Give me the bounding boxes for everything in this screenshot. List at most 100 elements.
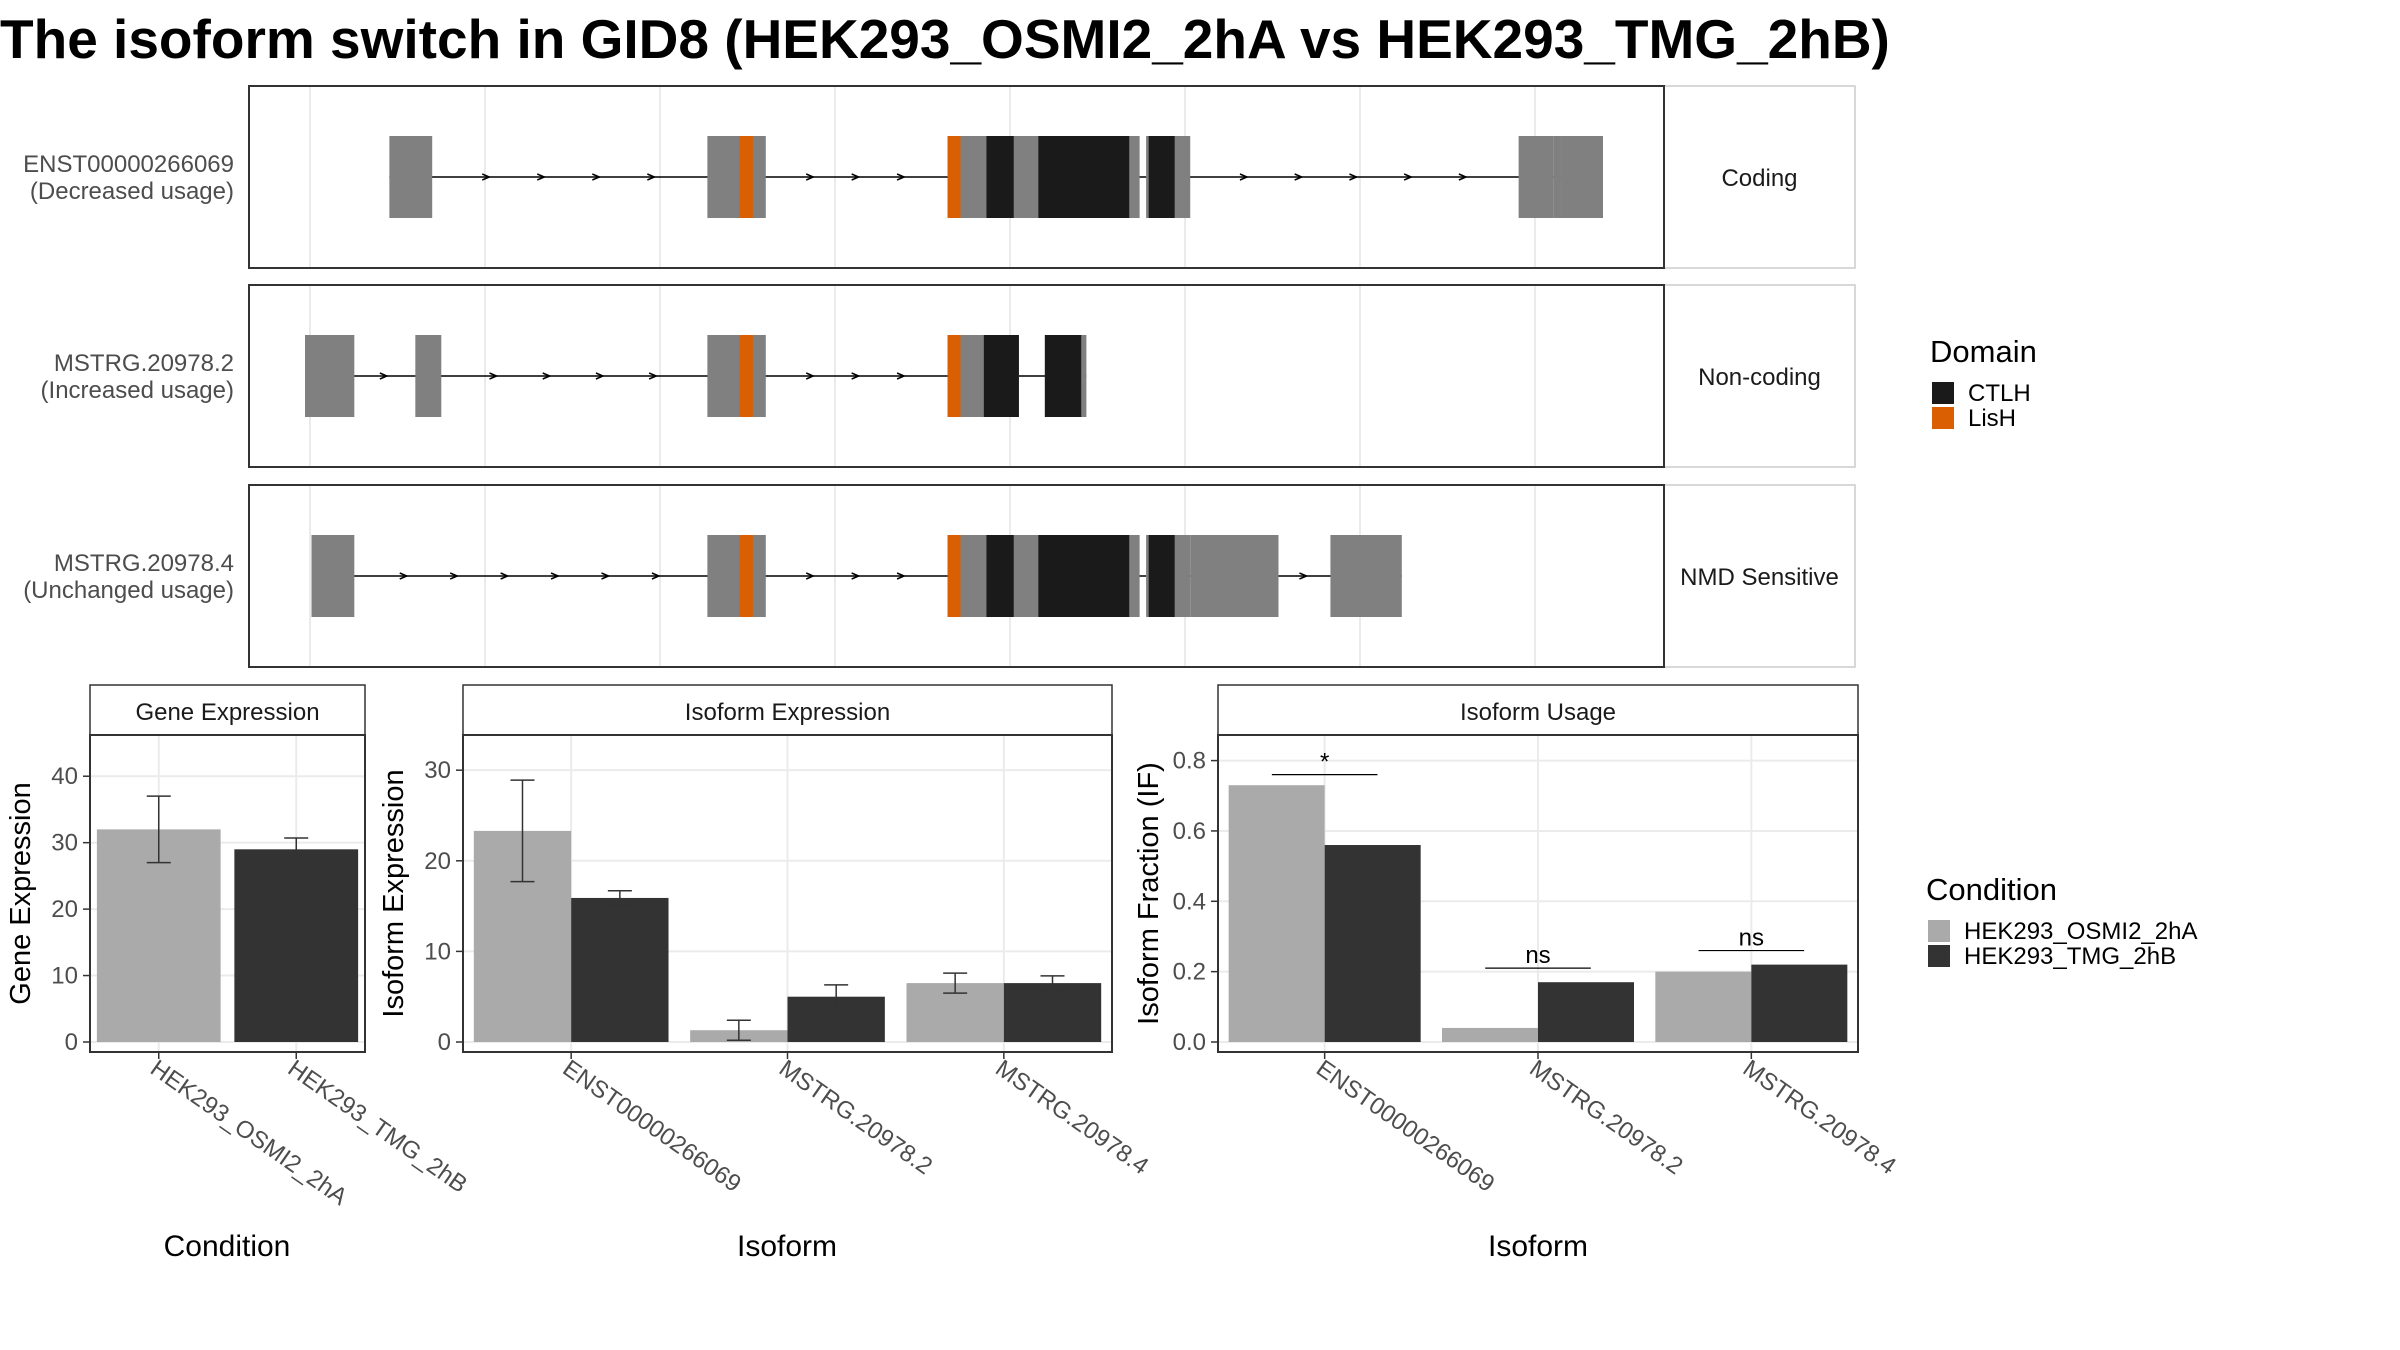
intron-arrow xyxy=(489,372,499,380)
legend-swatch xyxy=(1932,407,1954,429)
y-tick-label: 30 xyxy=(51,830,78,857)
bar-panel-border xyxy=(1217,734,1859,1053)
y-tick-label: 0.8 xyxy=(1173,748,1206,775)
transcript-usage-label: (Decreased usage) xyxy=(30,178,234,205)
legend-label: HEK293_OSMI2_2hA xyxy=(1964,918,2197,945)
exon xyxy=(305,335,355,417)
y-tick-label: 40 xyxy=(51,763,78,790)
bar-panel-strip-label: Gene Expression xyxy=(135,699,319,726)
domain-lish xyxy=(947,335,961,417)
legend-label: CTLH xyxy=(1968,380,2031,407)
intron-arrow xyxy=(542,372,552,380)
bar xyxy=(96,829,221,1042)
x-axis-title: Isoform xyxy=(1488,1230,1588,1263)
intron-arrow xyxy=(449,572,460,580)
intron-arrow xyxy=(896,372,906,380)
intron-arrow xyxy=(805,372,816,380)
y-tick-label: 0.6 xyxy=(1173,818,1206,845)
significance-label: * xyxy=(1320,749,1329,776)
transcript-strip-label: Non-coding xyxy=(1698,364,1821,391)
exon xyxy=(311,535,355,617)
intron-arrow xyxy=(805,173,816,181)
figure-title: The isoform switch in GID8 (HEK293_OSMI2… xyxy=(0,8,1890,70)
intron-arrow xyxy=(648,372,659,380)
domain-ctlh xyxy=(1038,535,1130,617)
bar-panel-border xyxy=(89,734,366,1053)
exon xyxy=(389,136,433,218)
intron-arrow xyxy=(647,173,657,181)
exon xyxy=(707,335,766,417)
intron-arrow xyxy=(592,173,602,181)
legend-swatch xyxy=(1932,382,1954,404)
transcript-strip-label: Coding xyxy=(1721,165,1797,192)
bar-panel-strip-label: Isoform Expression xyxy=(685,699,890,726)
y-axis-title: Gene Expression xyxy=(5,782,37,1004)
legend-title: Domain xyxy=(1930,334,2037,369)
transcript-label: ENST00000266069 xyxy=(23,151,234,178)
domain-lish xyxy=(739,335,753,417)
y-tick-label: 0.2 xyxy=(1173,959,1206,986)
transcript-usage-label: (Increased usage) xyxy=(41,377,234,404)
legend-title: Condition xyxy=(1926,872,2057,907)
gene-structure-panels: Coding ENST00000266069(Decreased usage) No… xyxy=(23,85,1856,668)
exon xyxy=(1561,136,1603,218)
intron-arrow xyxy=(550,572,560,580)
intron-arrow xyxy=(851,372,861,380)
intron-arrow xyxy=(851,572,861,580)
transcript-panel-ENST00000266069: Coding ENST00000266069(Decreased usage) xyxy=(23,85,1856,269)
bar xyxy=(1324,845,1421,1042)
legend-swatch xyxy=(1928,920,1950,942)
domain-ctlh xyxy=(986,535,1014,617)
domain-ctlh xyxy=(1038,136,1130,218)
transcript-panel-border xyxy=(248,484,1665,668)
domain-ctlh xyxy=(1044,335,1082,417)
y-tick-label: 20 xyxy=(51,896,78,923)
bar xyxy=(234,849,359,1042)
intron-arrow xyxy=(1299,572,1309,580)
x-axis-title: Condition xyxy=(164,1230,291,1263)
intron-arrow xyxy=(500,572,510,580)
bar-panel-strip-label: Isoform Usage xyxy=(1460,699,1616,726)
intron-arrow xyxy=(1458,173,1468,181)
y-tick-label: 10 xyxy=(51,963,78,990)
transcript-label: MSTRG.20978.2 xyxy=(54,350,234,377)
y-axis-title: Isoform Fraction (IF) xyxy=(1133,762,1165,1025)
transcript-panel-MSTRG.20978.2: Non-coding MSTRG.20978.2(Increased usage) xyxy=(41,284,1856,468)
legend-label: HEK293_TMG_2hB xyxy=(1964,943,2176,970)
y-tick-label: 0 xyxy=(438,1029,451,1056)
intron-arrow xyxy=(1294,173,1304,181)
bar xyxy=(1751,964,1848,1042)
transcript-panel-MSTRG.20978.4: NMD Sensitive MSTRG.20978.4(Unchanged usa… xyxy=(23,484,1856,668)
exon xyxy=(1518,136,1554,218)
y-tick-label: 0.0 xyxy=(1173,1029,1206,1056)
intron-arrow xyxy=(481,173,492,181)
legend-swatch xyxy=(1928,945,1950,967)
transcript-usage-label: (Unchanged usage) xyxy=(23,577,234,604)
domain-ctlh xyxy=(1148,535,1175,617)
intron-arrow xyxy=(896,572,906,580)
transcript-label: MSTRG.20978.4 xyxy=(54,550,234,577)
transcript-strip-label: NMD Sensitive xyxy=(1680,564,1839,591)
significance-label: ns xyxy=(1739,925,1764,952)
exon xyxy=(1553,136,1562,218)
domain-ctlh xyxy=(983,335,1019,417)
y-tick-label: 20 xyxy=(424,848,451,875)
exon xyxy=(707,136,766,218)
y-tick-label: 30 xyxy=(424,757,451,784)
bar xyxy=(1003,983,1102,1042)
exon xyxy=(707,535,766,617)
y-tick-label: 10 xyxy=(424,938,451,965)
bar-panel-strip xyxy=(89,684,366,736)
bar xyxy=(1442,1027,1538,1042)
bar xyxy=(1538,982,1634,1042)
domain-lish xyxy=(947,535,961,617)
transcript-strip xyxy=(1663,484,1856,668)
y-tick-label: 0 xyxy=(65,1029,78,1056)
intron-arrow xyxy=(851,173,861,181)
intron-arrow xyxy=(1239,173,1249,181)
